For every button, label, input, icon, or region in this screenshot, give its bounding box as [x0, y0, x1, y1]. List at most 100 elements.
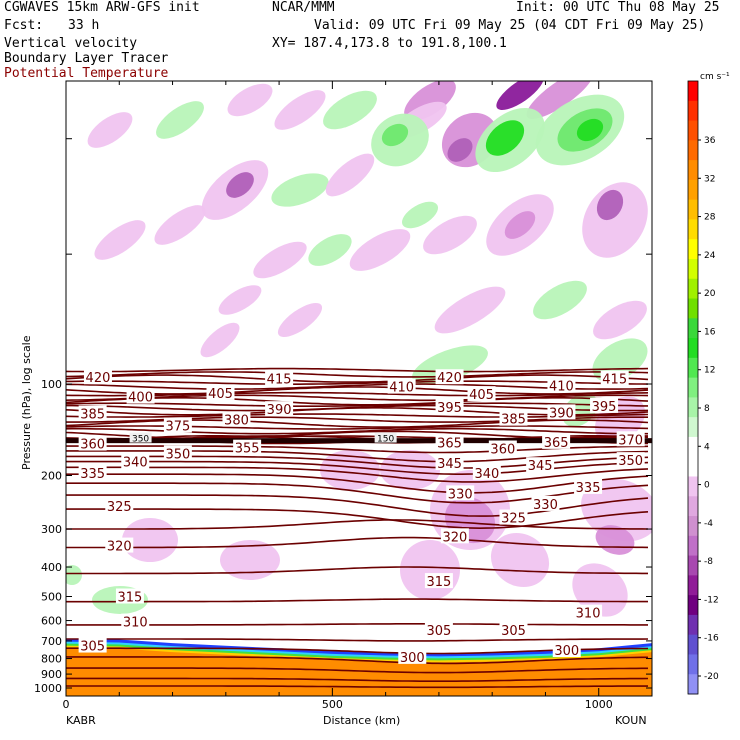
colorbar-swatch: [688, 318, 698, 339]
theta-label-bg: [105, 498, 134, 514]
colorbar-swatch: [688, 140, 698, 161]
band-label: 150: [377, 435, 394, 445]
theta-label: 325: [501, 512, 526, 527]
model-title: CGWAVES 15km ARW-GFS init: [4, 0, 200, 15]
colorbar-swatch: [688, 535, 698, 557]
colorbar-swatch: [688, 357, 698, 379]
colorbar-swatch: [688, 575, 698, 596]
w-shade-region: [226, 172, 254, 198]
theta-contour-line: [66, 367, 649, 373]
w-shade-region: [447, 138, 473, 162]
theta-label-bg: [115, 588, 144, 604]
theta-label-bg: [222, 411, 251, 427]
colorbar-swatch: [688, 338, 698, 359]
theta-label-bg: [616, 431, 645, 447]
colorbar-swatch: [688, 516, 698, 537]
theta-label-bg: [435, 398, 464, 414]
theta-label-bg: [163, 445, 192, 461]
colorbar-unit: cm s⁻¹: [700, 72, 730, 82]
theta-label: 390: [549, 406, 574, 421]
w-shade-region: [593, 300, 647, 340]
colorbar-swatch: [688, 160, 698, 181]
theta-label-bg: [499, 509, 528, 525]
y-tick-label: 700: [41, 635, 62, 648]
fcst-value: 33 h: [68, 18, 100, 33]
theta-label-bg: [547, 404, 576, 420]
var-vertical-velocity: Vertical velocity: [4, 36, 138, 51]
theta-label: 315: [426, 575, 451, 590]
theta-label-bg: [78, 464, 107, 480]
w-shade-region: [526, 81, 594, 119]
x-tick-label: 500: [322, 698, 343, 711]
colorbar-swatch: [688, 81, 698, 102]
w-shade-region: [485, 120, 525, 156]
theta-label: 380: [224, 414, 249, 429]
colorbar-swatch: [688, 219, 698, 240]
theta-contour-line: [66, 667, 648, 674]
w-shade-region: [66, 565, 82, 585]
theta-contour-line: [66, 685, 648, 689]
colorbar-label: 8: [704, 404, 710, 414]
colorbar-label: 20: [704, 289, 716, 299]
colorbar-swatch: [688, 239, 698, 260]
theta-label: 385: [501, 413, 526, 428]
theta-contour-line: [66, 656, 648, 665]
theta-label-bg: [265, 401, 294, 417]
theta-label: 365: [437, 437, 462, 452]
w-shade-region: [381, 123, 409, 147]
theta-contour-line: [66, 419, 649, 428]
theta-label: 420: [86, 371, 111, 386]
y-tick-label: 200: [41, 470, 62, 483]
theta-label: 350: [165, 447, 190, 462]
colorbar-swatch: [688, 634, 698, 655]
theta-label-bg: [499, 410, 528, 426]
colorbar-swatch: [688, 100, 698, 122]
colorbar-swatch: [688, 397, 698, 418]
theta-label-bg: [574, 478, 603, 494]
colorbar-label: -20: [704, 672, 719, 682]
y-tick-label: 1000: [34, 682, 62, 695]
theta-label: 320: [442, 530, 467, 545]
y-tick-label: 400: [41, 561, 62, 574]
theta-label: 375: [165, 420, 190, 435]
theta-label-bg: [105, 537, 134, 553]
theta-label: 410: [389, 381, 414, 396]
var-potential-temperature: Potential Temperature: [4, 66, 169, 81]
w-shade-region: [227, 83, 273, 117]
theta-label: 330: [448, 487, 473, 502]
w-shade-region: [274, 90, 326, 130]
theta-label-bg: [435, 434, 464, 450]
theta-label: 365: [544, 436, 569, 451]
x-axis-label: Distance (km): [323, 714, 400, 727]
init-time: Init: 00 UTC Thu 08 May 25: [516, 0, 720, 15]
colorbar-swatch: [688, 496, 698, 517]
colorbar-swatch: [688, 179, 698, 201]
w-shade-region: [434, 286, 506, 334]
band-label-bg: [374, 432, 397, 443]
theta-label: 395: [437, 401, 462, 416]
theta-contour-line: [66, 425, 649, 430]
theta-label-bg: [542, 433, 571, 449]
x-tick-label: 0: [63, 698, 70, 711]
theta-label-bg: [435, 369, 464, 385]
w-shade-region: [496, 81, 544, 111]
w-shade-region: [596, 189, 624, 221]
w-shade-region: [253, 241, 307, 279]
theta-label-bg: [526, 457, 555, 473]
w-shade-region: [308, 234, 352, 266]
theta-label: 305: [501, 624, 526, 639]
org-title: NCAR/MMM: [272, 0, 335, 15]
theta-contour-line: [66, 466, 649, 483]
w-shade-region: [400, 540, 460, 600]
theta-label: 345: [528, 459, 553, 474]
theta-label-bg: [78, 435, 107, 451]
contour-labels: 420 415 420 415 410 410 405 405 400 395 395 390 390 3…: [78, 369, 645, 666]
colorbar-label: 28: [704, 213, 716, 223]
theta-label-bg: [574, 604, 603, 620]
theta-label-bg: [446, 485, 475, 501]
fcst-label: Fcst:: [4, 18, 44, 33]
colorbar-label: -16: [704, 634, 719, 644]
theta-contour-line: [66, 394, 649, 402]
theta-label: 350: [618, 454, 643, 469]
theta-contour-line: [66, 397, 649, 406]
